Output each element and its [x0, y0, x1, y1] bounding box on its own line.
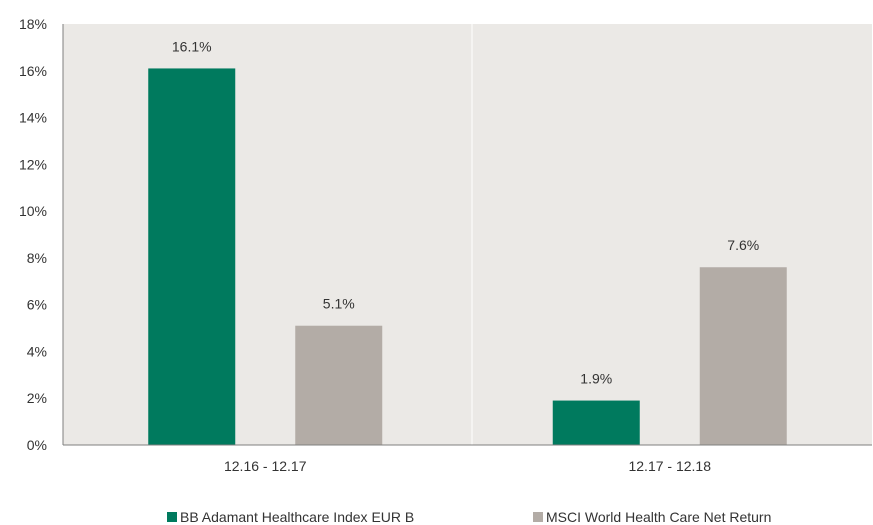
y-tick-label: 2%: [27, 390, 47, 406]
y-tick-label: 14%: [19, 110, 47, 126]
y-tick-label: 18%: [19, 16, 47, 32]
legend-label: BB Adamant Healthcare Index EUR B: [180, 509, 414, 525]
bar: [699, 267, 787, 445]
y-tick-label: 12%: [19, 156, 47, 172]
bar: [552, 400, 640, 445]
data-labels: 16.1% 5.1% 1.9% 7.6%: [172, 38, 759, 386]
data-label: 1.9%: [580, 371, 612, 387]
bar: [148, 68, 236, 445]
y-tick-label: 0%: [27, 437, 47, 453]
category-label: 12.16 - 12.17: [224, 458, 307, 474]
data-label: 16.1%: [172, 38, 212, 54]
y-tick-label: 16%: [19, 63, 47, 79]
legend: BB Adamant Healthcare Index EUR B MSCI Wo…: [167, 509, 771, 525]
category-label: 12.17 - 12.18: [628, 458, 711, 474]
y-tick-label: 6%: [27, 297, 47, 313]
data-label: 5.1%: [323, 296, 355, 312]
bar: [295, 325, 383, 445]
data-label: 7.6%: [727, 237, 759, 253]
category-labels: 12.16 - 12.17 12.17 - 12.18: [224, 458, 711, 474]
legend-label: MSCI World Health Care Net Return: [546, 509, 771, 525]
y-tick-label: 10%: [19, 203, 47, 219]
bars: [148, 68, 787, 445]
legend-swatch: [533, 512, 543, 522]
y-tick-label: 4%: [27, 343, 47, 359]
y-tick-label: 8%: [27, 250, 47, 266]
legend-swatch: [167, 512, 177, 522]
y-tick-labels: 0% 2% 4% 6% 8% 10% 12% 14% 16% 18%: [19, 16, 47, 453]
